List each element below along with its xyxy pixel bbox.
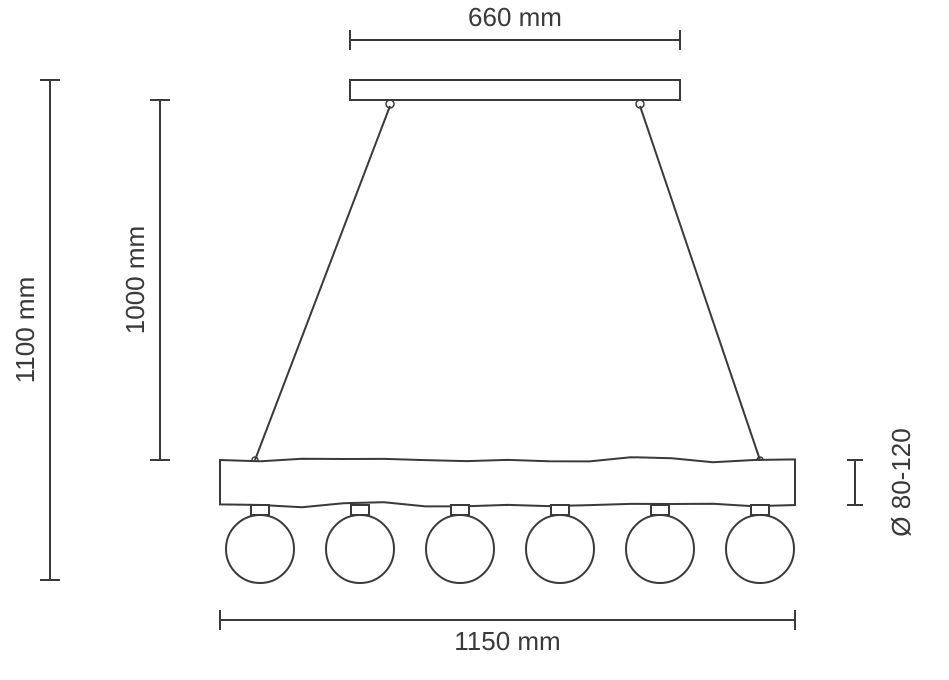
dim-label: Ø 80-120 bbox=[886, 428, 916, 536]
beam bbox=[220, 457, 795, 507]
bulb bbox=[226, 515, 294, 583]
dim-label: 1100 mm bbox=[10, 277, 40, 383]
dim-label: 1000 mm bbox=[120, 226, 150, 334]
bulb bbox=[326, 515, 394, 583]
bulb bbox=[426, 515, 494, 583]
dim-label: 1150 mm bbox=[454, 626, 560, 656]
bulb bbox=[726, 515, 794, 583]
dim-label: 660 mm bbox=[468, 2, 562, 32]
bulb bbox=[526, 515, 594, 583]
bulb bbox=[626, 515, 694, 583]
ceiling-plate bbox=[350, 80, 680, 100]
